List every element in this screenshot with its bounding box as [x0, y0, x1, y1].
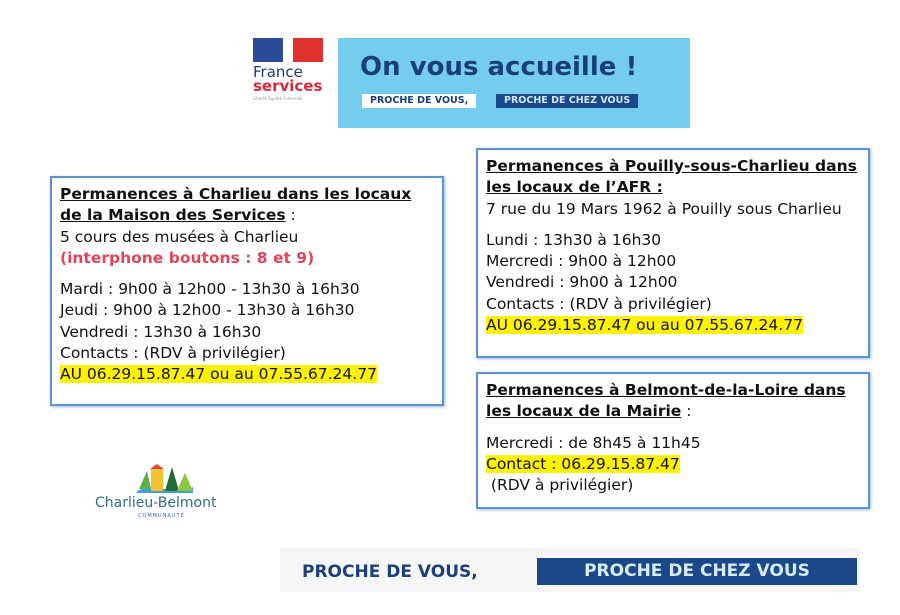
charlieu-belmont-logo-icon [137, 464, 193, 493]
banner-title: On vous accueille ! [360, 52, 638, 82]
logo-text-france: France [253, 63, 303, 81]
hours-line: Mardi : 9h00 à 12h00 - 13h30 à 16h30 [60, 280, 360, 299]
contacts-line: Contacts : (RDV à privilégier) [60, 344, 286, 363]
hours-line: Jeudi : 9h00 à 12h00 - 13h30 à 16h30 [60, 301, 355, 320]
hours-line: Vendredi : 9h00 à 12h00 [486, 273, 678, 292]
charlieu-box: Permanences à Charlieu dans les locaux d… [50, 176, 444, 406]
logo-motto: Liberté Égalité Fraternité [253, 96, 303, 101]
belmont-heading: Permanences à Belmont-de-la-Loire dans l… [486, 381, 846, 421]
pouilly-address: 7 rue du 19 Mars 1962 à Pouilly sous Cha… [486, 199, 842, 218]
charlieu-belmont-sub: COMMUNAUTÉ [138, 513, 185, 519]
hours-line: Lundi : 13h30 à 16h30 [486, 230, 662, 249]
hours-line: Vendredi : 13h30 à 16h30 [60, 322, 262, 341]
pouilly-heading: Permanences à Pouilly-sous-Charlieu dans… [486, 157, 857, 197]
hours-line: Mercredi : 9h00 à 12h00 [486, 252, 677, 271]
heading-suffix: : [285, 206, 296, 225]
charlieu-note: (interphone boutons : 8 et 9) [60, 248, 315, 267]
banner-tag-1: PROCHE DE VOUS, [362, 94, 477, 108]
heading-suffix: : [681, 402, 692, 421]
charlieu-belmont-name: Charlieu-Belmont [95, 495, 217, 511]
welcome-banner: On vous accueille ! PROCHE DE VOUS, PROC… [338, 38, 690, 128]
logo-text-services: services [253, 77, 323, 95]
phone-numbers: Contact : 06.29.15.87.47 [486, 454, 680, 473]
footer-tag-2: PROCHE DE CHEZ VOUS [537, 558, 857, 585]
belmont-box: Permanences à Belmont-de-la-Loire dans l… [476, 372, 870, 509]
charlieu-address: 5 cours des musées à Charlieu [60, 227, 299, 246]
pouilly-box: Permanences à Pouilly-sous-Charlieu dans… [476, 148, 870, 358]
phone-numbers: AU 06.29.15.87.47 ou au 07.55.67.24.77 [60, 365, 377, 384]
charlieu-heading: Permanences à Charlieu dans les locaux d… [60, 185, 412, 225]
france-services-logo-icon [253, 38, 323, 62]
contacts-line: (RDV à privilégier) [486, 476, 634, 495]
banner-tag-2: PROCHE DE CHEZ VOUS [496, 94, 639, 108]
contacts-line: Contacts : (RDV à privilégier) [486, 294, 712, 313]
phone-numbers: AU 06.29.15.87.47 ou au 07.55.67.24.77 [486, 316, 803, 335]
hours-line: Mercredi : de 8h45 à 11h45 [486, 433, 701, 452]
footer-tag-1: PROCHE DE VOUS, [302, 562, 478, 582]
